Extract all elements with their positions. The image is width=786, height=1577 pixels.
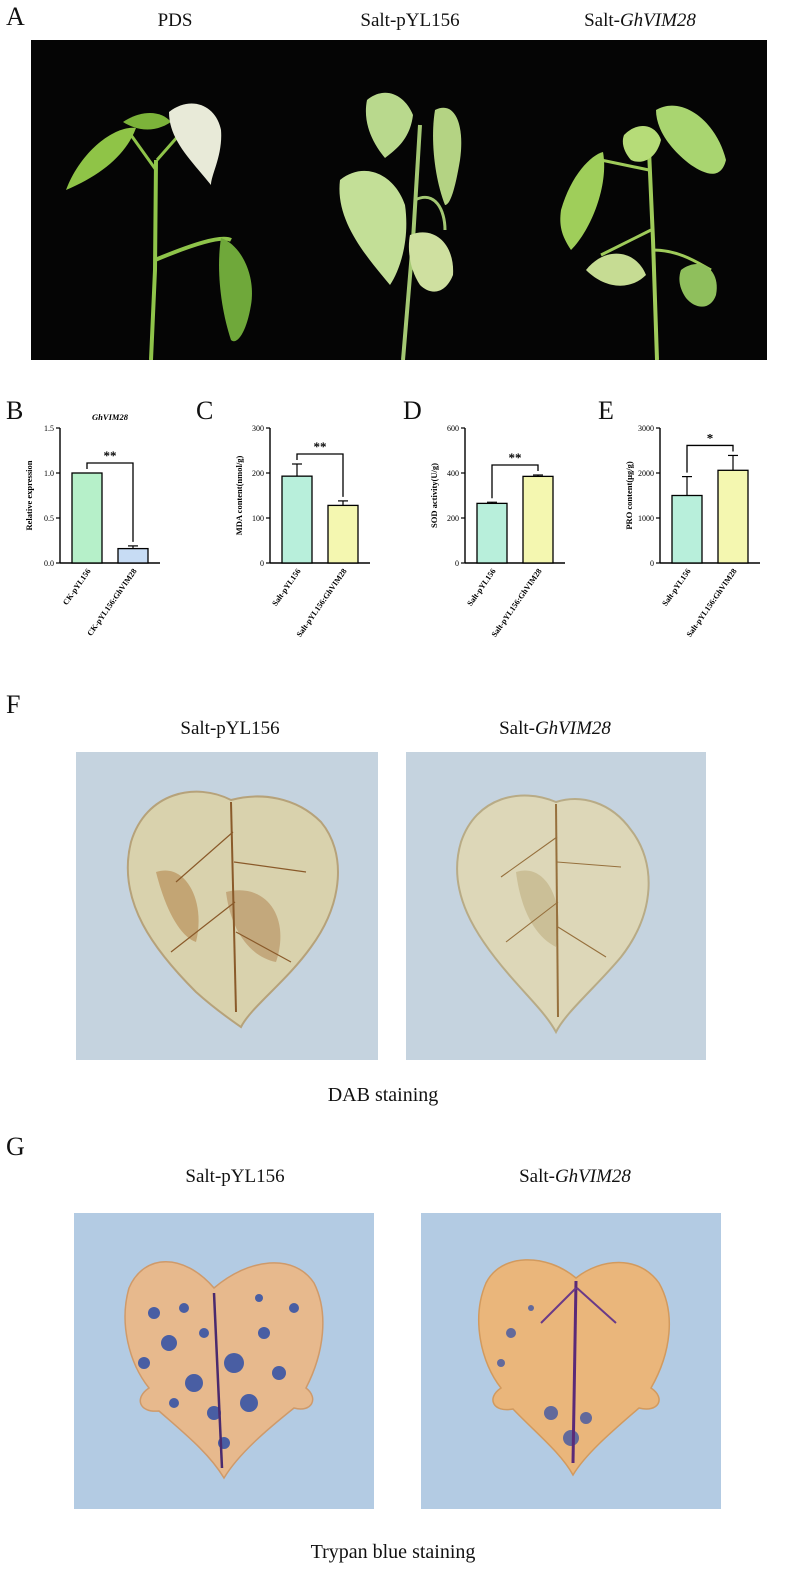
bar	[117, 547, 149, 564]
chart-d: 0 200 400 600 SOD activity(U/g) Salt-pYL156Sa…	[429, 424, 565, 639]
y-tick-label: 2000	[638, 469, 654, 478]
y-tick-label: 300	[252, 424, 264, 433]
significance-label: **	[314, 439, 327, 454]
significance-label: **	[104, 448, 117, 463]
trypan-leaf-photo-salt-ghvim28	[421, 1213, 721, 1509]
panel-d-letter: D	[403, 396, 422, 425]
x-tick-label: Salt-pYL156	[660, 567, 692, 608]
panel-f-letter: F	[6, 690, 21, 719]
significance-bracket	[491, 464, 539, 499]
chart-b: GhVIM28 0.0 0.5 1.0 1.5 Relative expression CK…	[24, 412, 160, 638]
plant-photo-salt-ghvim28	[531, 40, 767, 360]
x-tick-label: Salt-pYL156	[465, 567, 497, 608]
y-axis-label: PRO content(μg/g)	[624, 461, 634, 529]
bar	[71, 472, 103, 564]
x-tick-label: Salt-pYL156:GhVIM28	[295, 567, 349, 639]
bar	[717, 469, 749, 564]
bar	[327, 504, 359, 564]
panel-a-letter: A	[6, 2, 25, 31]
y-axis-label: MDA content(nmol/g)	[234, 456, 244, 536]
significance-bracket	[86, 462, 134, 542]
panel-c-letter: C	[196, 396, 214, 425]
dab-leaf-photo-salt-pyl156	[76, 752, 378, 1060]
dab-leaf-photo-salt-ghvim28	[406, 752, 706, 1060]
y-tick-label: 400	[447, 469, 459, 478]
plant-photo-pds	[31, 40, 295, 360]
plant-photo-salt-pyl156	[295, 40, 531, 360]
x-tick-label: Salt-pYL156	[270, 567, 302, 608]
panel-g-title-salt-ghvim28: Salt-GhVIM28	[519, 1166, 631, 1187]
bar	[476, 502, 508, 564]
y-axis-label: Relative expression	[24, 460, 34, 530]
significance-bracket	[686, 444, 734, 473]
x-tick-label: CK-pYL156	[61, 567, 93, 607]
x-tick-label: Salt-pYL156:GhVIM28	[685, 567, 739, 639]
significance-bracket	[296, 453, 344, 497]
bar	[281, 475, 313, 564]
y-tick-label: 3000	[638, 424, 654, 433]
panel-a-title-pds: PDS	[157, 10, 193, 31]
y-tick-label: 0.0	[44, 559, 54, 568]
panel-f-caption: DAB staining	[327, 1084, 439, 1106]
y-tick-label: 100	[252, 514, 264, 523]
bar	[522, 475, 554, 564]
panel-b-letter: B	[6, 396, 24, 425]
y-tick-label: 1000	[638, 514, 654, 523]
chart-c: 0 100 200 300 MDA content(nmol/g) Salt-pYL156…	[234, 424, 370, 639]
panel-g-letter: G	[6, 1132, 25, 1161]
y-tick-label: 1.5	[44, 424, 54, 433]
chart-e: 0 1000 2000 3000 PRO content(μg/g) Salt-pYL15…	[624, 424, 760, 639]
y-tick-label: 600	[447, 424, 459, 433]
significance-label: *	[707, 430, 714, 445]
y-tick-label: 0	[650, 559, 654, 568]
y-tick-label: 0	[260, 559, 264, 568]
bar	[671, 494, 703, 564]
y-tick-label: 200	[447, 514, 459, 523]
panel-f-title-salt-pyl156: Salt-pYL156	[180, 718, 280, 739]
significance-label: **	[509, 450, 522, 465]
x-tick-label: CK-pYL156:GhVIM28	[85, 567, 138, 638]
y-tick-label: 0	[455, 559, 459, 568]
x-tick-label: Salt-pYL156:GhVIM28	[490, 567, 544, 639]
y-tick-label: 0.5	[44, 514, 54, 523]
y-axis-label: SOD activity(U/g)	[429, 463, 439, 528]
panel-g-title-salt-pyl156: Salt-pYL156	[185, 1166, 285, 1187]
panel-e-letter: E	[598, 396, 614, 425]
chart-title: GhVIM28	[92, 412, 129, 422]
panel-f-title-salt-ghvim28: Salt-GhVIM28	[499, 718, 611, 739]
panel-a-title-salt-ghvim28: Salt-GhVIM28	[584, 10, 696, 31]
panel-a-title-salt-pyl156: Salt-pYL156	[360, 10, 460, 31]
y-tick-label: 200	[252, 469, 264, 478]
trypan-leaf-photo-salt-pyl156	[74, 1213, 374, 1509]
y-tick-label: 1.0	[44, 469, 54, 478]
panel-g-caption: Trypan blue staining	[310, 1541, 476, 1563]
